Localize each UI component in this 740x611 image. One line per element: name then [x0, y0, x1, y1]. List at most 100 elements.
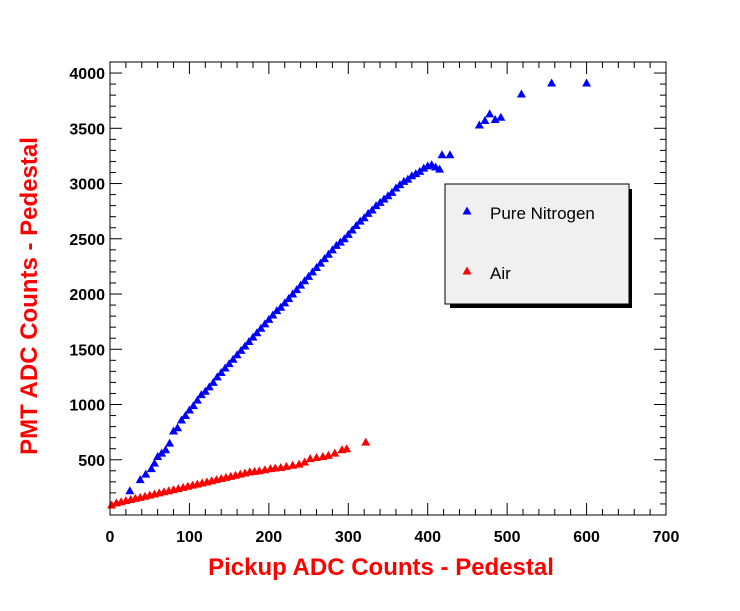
y-tick-label: 3500 [69, 121, 105, 138]
data-point-pure-nitrogen [347, 225, 357, 234]
data-point-pure-nitrogen [252, 328, 262, 337]
data-point-pure-nitrogen [437, 150, 447, 159]
data-point-pure-nitrogen [276, 302, 286, 311]
data-point-pure-nitrogen [339, 234, 349, 243]
data-point-pure-nitrogen [445, 150, 455, 159]
y-tick-label: 2500 [69, 232, 105, 249]
data-points [107, 78, 592, 509]
tick-labels: 0 100 200 300 400 500 600 700 500 1000 1500 2000 250… [69, 66, 679, 546]
data-point-pure-nitrogen [200, 386, 210, 395]
data-point-pure-nitrogen [419, 163, 429, 172]
data-point-pure-nitrogen [244, 337, 254, 346]
data-point-pure-nitrogen [387, 187, 397, 196]
data-point-pure-nitrogen [480, 116, 490, 125]
y-tick-label: 1500 [69, 342, 105, 359]
data-point-pure-nitrogen [319, 254, 329, 263]
data-point-pure-nitrogen [146, 464, 156, 473]
data-point-pure-nitrogen [490, 114, 500, 123]
data-point-pure-nitrogen [300, 276, 310, 285]
data-point-pure-nitrogen [399, 176, 409, 185]
data-point-pure-nitrogen [268, 310, 278, 319]
x-tick-label: 200 [256, 529, 283, 546]
x-tick-label: 700 [653, 529, 680, 546]
data-point-air [305, 454, 315, 463]
data-point-air [281, 461, 291, 470]
data-point-pure-nitrogen [284, 293, 294, 302]
x-tick-label: 500 [494, 529, 521, 546]
data-point-pure-nitrogen [304, 271, 314, 280]
data-point-pure-nitrogen [125, 486, 135, 495]
data-point-pure-nitrogen [188, 401, 198, 410]
data-point-pure-nitrogen [411, 169, 421, 178]
data-point-pure-nitrogen [135, 475, 145, 484]
legend-marker-air [462, 266, 472, 275]
data-point-pure-nitrogen [149, 458, 159, 467]
y-tick-label: 3000 [69, 177, 105, 194]
legend-marker-pure-nitrogen [462, 206, 472, 215]
y-tick-label: 500 [78, 453, 105, 470]
data-point-pure-nitrogen [256, 323, 266, 332]
data-point-pure-nitrogen [435, 164, 445, 173]
x-tick-label: 600 [573, 529, 600, 546]
data-point-pure-nitrogen [485, 109, 495, 118]
data-point-pure-nitrogen [161, 445, 171, 454]
data-point-pure-nitrogen [582, 78, 592, 87]
data-point-pure-nitrogen [224, 359, 234, 368]
data-point-pure-nitrogen [308, 267, 318, 276]
data-point-pure-nitrogen [220, 363, 230, 372]
data-point-pure-nitrogen [496, 112, 506, 121]
data-point-pure-nitrogen [236, 345, 246, 354]
x-axis-title: Pickup ADC Counts - Pedestal [208, 554, 554, 581]
x-tick-label: 400 [414, 529, 441, 546]
data-point-air [342, 444, 352, 453]
legend-label-pure-nitrogen: Pure Nitrogen [490, 204, 595, 223]
data-point-pure-nitrogen [312, 263, 322, 272]
data-point-pure-nitrogen [474, 120, 484, 129]
legend-box [444, 183, 630, 305]
data-point-pure-nitrogen [264, 314, 274, 323]
data-point-pure-nitrogen [280, 298, 290, 307]
data-point-pure-nitrogen [315, 258, 325, 267]
data-point-air [361, 437, 371, 446]
data-point-air [323, 450, 333, 459]
x-tick-label: 0 [106, 529, 115, 546]
data-point-pure-nitrogen [232, 350, 242, 359]
plot-frame [109, 61, 667, 516]
data-point-pure-nitrogen [173, 423, 183, 432]
data-point-pure-nitrogen [359, 213, 369, 222]
data-point-pure-nitrogen [216, 367, 226, 376]
data-point-pure-nitrogen [547, 78, 557, 87]
data-point-pure-nitrogen [165, 438, 175, 447]
x-tick-label: 100 [176, 529, 203, 546]
data-point-pure-nitrogen [327, 245, 337, 254]
data-point-pure-nitrogen [516, 89, 526, 98]
data-point-pure-nitrogen [288, 289, 298, 298]
data-point-air [312, 453, 322, 462]
data-point-air [300, 457, 310, 466]
data-point-pure-nitrogen [192, 395, 202, 404]
data-point-pure-nitrogen [240, 341, 250, 350]
data-point-pure-nitrogen [228, 354, 238, 363]
data-point-air [330, 448, 340, 457]
data-point-pure-nitrogen [212, 372, 222, 381]
data-point-pure-nitrogen [176, 415, 186, 424]
y-tick-label: 2000 [69, 287, 105, 304]
data-point-pure-nitrogen [296, 280, 306, 289]
y-axis-title: PMT ADC Counts - Pedestal [16, 137, 43, 455]
y-tick-label: 4000 [69, 66, 105, 83]
data-point-pure-nitrogen [351, 221, 361, 230]
data-point-pure-nitrogen [204, 382, 214, 391]
data-point-pure-nitrogen [180, 411, 190, 420]
data-point-pure-nitrogen [208, 377, 218, 386]
y-tick-label: 1000 [69, 398, 105, 415]
data-point-pure-nitrogen [260, 319, 270, 328]
data-point-pure-nitrogen [141, 469, 151, 478]
data-point-pure-nitrogen [343, 229, 353, 238]
data-point-air [288, 460, 298, 469]
legend-label-air: Air [490, 264, 511, 283]
data-point-air [294, 459, 304, 468]
x-tick-label: 300 [335, 529, 362, 546]
data-point-pure-nitrogen [323, 249, 333, 258]
data-point-pure-nitrogen [248, 332, 258, 341]
